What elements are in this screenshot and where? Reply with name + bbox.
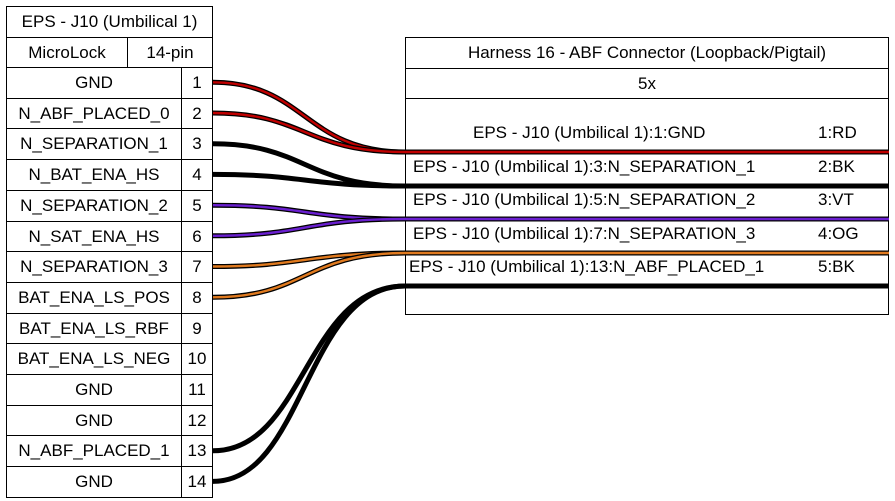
pin-number: 10 <box>181 343 213 375</box>
left-connector-title: EPS - J10 (Umbilical 1) <box>6 6 213 38</box>
pin-name: N_BAT_ENA_HS <box>6 159 182 191</box>
wire-label: EPS - J10 (Umbilical 1):5:N_SEPARATION_2 <box>413 190 756 209</box>
pin-name: BAT_ENA_LS_NEG <box>6 343 182 375</box>
wire-label: EPS - J10 (Umbilical 1):7:N_SEPARATION_3 <box>413 224 756 243</box>
pin-name: N_SAT_ENA_HS <box>6 221 182 252</box>
wire-label: EPS - J10 (Umbilical 1):13:N_ABF_PLACED_… <box>409 257 765 276</box>
pin-name: BAT_ENA_LS_RBF <box>6 313 182 344</box>
pin-number: 5 <box>181 190 213 222</box>
pin-number: 3 <box>181 128 213 160</box>
wire <box>212 250 889 300</box>
wire-label: EPS - J10 (Umbilical 1):1:GND <box>473 123 706 142</box>
pin-name: GND <box>6 374 182 406</box>
wire <box>212 79 889 155</box>
wire-label: EPS - J10 (Umbilical 1):3:N_SEPARATION_1 <box>413 157 756 176</box>
wire <box>212 141 889 189</box>
pin-number: 14 <box>181 466 213 498</box>
pin-number: 11 <box>181 374 213 406</box>
wire-id: 2:BK <box>818 157 855 176</box>
pin-name: N_ABF_PLACED_1 <box>6 435 182 467</box>
pin-name: N_SEPARATION_1 <box>6 128 182 160</box>
wire-id: 5:BK <box>818 257 855 276</box>
wire-id: 1:RD <box>818 123 857 142</box>
right-connector-body <box>405 98 889 315</box>
pin-name: GND <box>6 466 182 498</box>
pin-name: N_SEPARATION_3 <box>6 251 182 283</box>
pin-number: 1 <box>181 67 213 99</box>
pin-name: N_SEPARATION_2 <box>6 190 182 222</box>
wire-id: 4:OG <box>818 224 859 243</box>
pin-count: 14-pin <box>127 37 213 68</box>
pin-number: 8 <box>181 282 213 314</box>
pin-number: 9 <box>181 313 213 344</box>
wire <box>212 202 889 239</box>
wire-id: 3:VT <box>818 190 854 209</box>
pin-name: BAT_ENA_LS_POS <box>6 282 182 314</box>
wire <box>212 283 889 484</box>
pin-number: 2 <box>181 98 213 129</box>
